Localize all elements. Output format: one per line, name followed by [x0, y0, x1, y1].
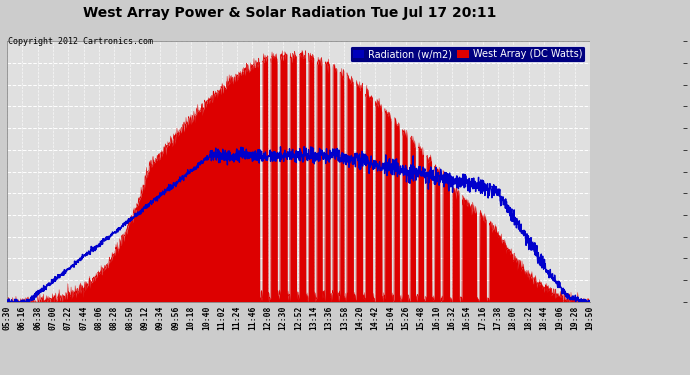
Text: 14:20: 14:20: [355, 305, 364, 330]
Text: 18:00: 18:00: [509, 305, 518, 330]
Text: 08:50: 08:50: [125, 305, 134, 330]
Text: 12:30: 12:30: [279, 305, 288, 330]
Text: 07:22: 07:22: [63, 305, 72, 330]
Text: 13:36: 13:36: [324, 305, 333, 330]
Text: 09:12: 09:12: [141, 305, 150, 330]
Text: 13:58: 13:58: [340, 305, 349, 330]
Text: 09:56: 09:56: [171, 305, 180, 330]
Text: 08:06: 08:06: [95, 305, 103, 330]
Text: 18:22: 18:22: [524, 305, 533, 330]
Text: 19:06: 19:06: [555, 305, 564, 330]
Legend: Radiation (w/m2), West Array (DC Watts): Radiation (w/m2), West Array (DC Watts): [350, 46, 585, 62]
Text: 16:54: 16:54: [463, 305, 472, 330]
Text: 19:28: 19:28: [570, 305, 579, 330]
Text: 08:28: 08:28: [110, 305, 119, 330]
Text: 07:44: 07:44: [79, 305, 88, 330]
Text: 17:38: 17:38: [493, 305, 502, 330]
Text: 10:40: 10:40: [202, 305, 211, 330]
Text: 15:48: 15:48: [417, 305, 426, 330]
Text: 11:46: 11:46: [248, 305, 257, 330]
Text: 18:44: 18:44: [540, 305, 549, 330]
Text: 09:34: 09:34: [156, 305, 165, 330]
Text: 06:16: 06:16: [18, 305, 27, 330]
Text: 14:42: 14:42: [371, 305, 380, 330]
Text: 11:24: 11:24: [233, 305, 241, 330]
Text: 17:16: 17:16: [478, 305, 487, 330]
Text: 12:52: 12:52: [294, 305, 303, 330]
Text: 13:14: 13:14: [309, 305, 318, 330]
Text: 10:18: 10:18: [186, 305, 195, 330]
Text: Copyright 2012 Cartronics.com: Copyright 2012 Cartronics.com: [8, 38, 153, 46]
Text: 11:02: 11:02: [217, 305, 226, 330]
Text: 05:30: 05:30: [2, 305, 12, 330]
Text: 16:10: 16:10: [432, 305, 441, 330]
Text: 15:04: 15:04: [386, 305, 395, 330]
Text: 12:08: 12:08: [264, 305, 273, 330]
Text: 07:00: 07:00: [48, 305, 57, 330]
Text: 06:38: 06:38: [33, 305, 42, 330]
Text: 16:32: 16:32: [447, 305, 456, 330]
Text: 15:26: 15:26: [402, 305, 411, 330]
Text: West Array Power & Solar Radiation Tue Jul 17 20:11: West Array Power & Solar Radiation Tue J…: [83, 6, 497, 20]
Text: 19:50: 19:50: [585, 305, 595, 330]
